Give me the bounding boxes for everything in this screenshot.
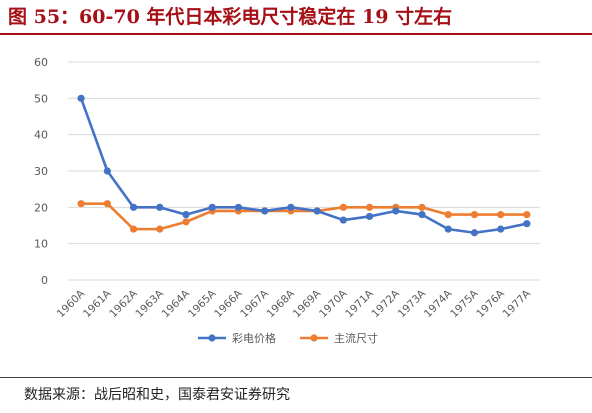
y-tick-label: 40 xyxy=(34,129,48,142)
x-tick-label: 1963A xyxy=(133,287,166,320)
data-point xyxy=(182,218,190,226)
data-point xyxy=(156,225,164,233)
x-tick-label: 1961A xyxy=(81,287,114,320)
data-point xyxy=(497,211,505,219)
footer-divider xyxy=(0,377,592,378)
series-彩电价格 xyxy=(77,94,531,237)
data-point xyxy=(77,94,85,102)
y-tick-label: 0 xyxy=(41,274,48,287)
data-point xyxy=(470,229,479,237)
data-point xyxy=(365,212,374,221)
gridlines xyxy=(68,61,540,281)
x-tick-label: 1966A xyxy=(212,287,245,320)
x-tick-label: 1972A xyxy=(369,287,402,320)
y-tick-label: 20 xyxy=(34,201,48,214)
data-point xyxy=(523,211,531,219)
data-point xyxy=(444,225,452,233)
data-point xyxy=(234,203,243,211)
data-point xyxy=(129,225,138,233)
data-point xyxy=(392,207,400,215)
legend-label: 彩电价格 xyxy=(232,331,276,345)
data-point xyxy=(339,203,347,211)
series-line xyxy=(81,202,527,231)
legend: 彩电价格 主流尺寸 xyxy=(198,331,378,345)
legend-swatch-marker xyxy=(208,334,216,342)
title-divider xyxy=(0,33,592,35)
x-tick-label: 1977A xyxy=(501,287,534,320)
data-point xyxy=(470,211,479,219)
data-point xyxy=(313,207,321,215)
y-tick-label: 50 xyxy=(34,92,48,105)
data-point xyxy=(156,203,164,211)
y-tick-label: 30 xyxy=(34,165,48,178)
x-tick-label: 1970A xyxy=(317,287,350,320)
data-point xyxy=(444,211,452,219)
data-point xyxy=(365,203,374,211)
legend-item: 主流尺寸 xyxy=(300,331,378,345)
data-point xyxy=(182,211,190,219)
y-tick-label: 60 xyxy=(34,56,48,69)
source-note: 数据来源：战后昭和史，国泰君安证券研究 xyxy=(24,387,290,403)
x-tick-label: 1962A xyxy=(107,287,140,320)
legend-label: 主流尺寸 xyxy=(334,331,378,345)
series-line xyxy=(79,97,528,235)
figure-title: 图 55：60-70 年代日本彩电尺寸稳定在 19 寸左右 xyxy=(8,6,453,28)
data-point xyxy=(339,216,347,224)
data-point xyxy=(77,200,85,208)
data-point xyxy=(418,211,426,219)
series-lines xyxy=(77,94,531,237)
data-point xyxy=(208,203,216,211)
data-point xyxy=(103,200,111,208)
data-point xyxy=(523,220,531,228)
legend-item: 彩电价格 xyxy=(198,331,276,345)
x-tick-label: 1975A xyxy=(448,287,481,320)
series-主流尺寸 xyxy=(77,200,531,233)
x-tick-label: 1976A xyxy=(474,287,507,320)
legend-swatch-marker xyxy=(310,334,318,342)
x-tick-label: 1974A xyxy=(422,287,455,320)
data-point xyxy=(103,167,111,175)
x-tick-label: 1971A xyxy=(343,287,376,320)
x-tick-label: 1965A xyxy=(186,287,219,320)
x-tick-label: 1969A xyxy=(291,287,324,320)
data-point xyxy=(287,203,295,211)
x-tick-label: 1960A xyxy=(55,287,88,320)
y-tick-label: 10 xyxy=(34,238,48,251)
data-point xyxy=(497,225,505,233)
x-tick-label: 1967A xyxy=(238,287,271,320)
x-tick-label: 1968A xyxy=(265,287,298,320)
data-point xyxy=(129,203,138,211)
x-tick-label: 1973A xyxy=(396,287,429,320)
x-tick-label: 1964A xyxy=(160,287,193,320)
y-axis-ticks: 0 10 20 30 40 50 60 xyxy=(34,56,48,287)
data-point xyxy=(261,207,269,215)
x-axis-ticks: 1960A1961A1962A1963A1964A1965A1966A1967A… xyxy=(55,287,534,320)
data-point xyxy=(418,203,426,211)
